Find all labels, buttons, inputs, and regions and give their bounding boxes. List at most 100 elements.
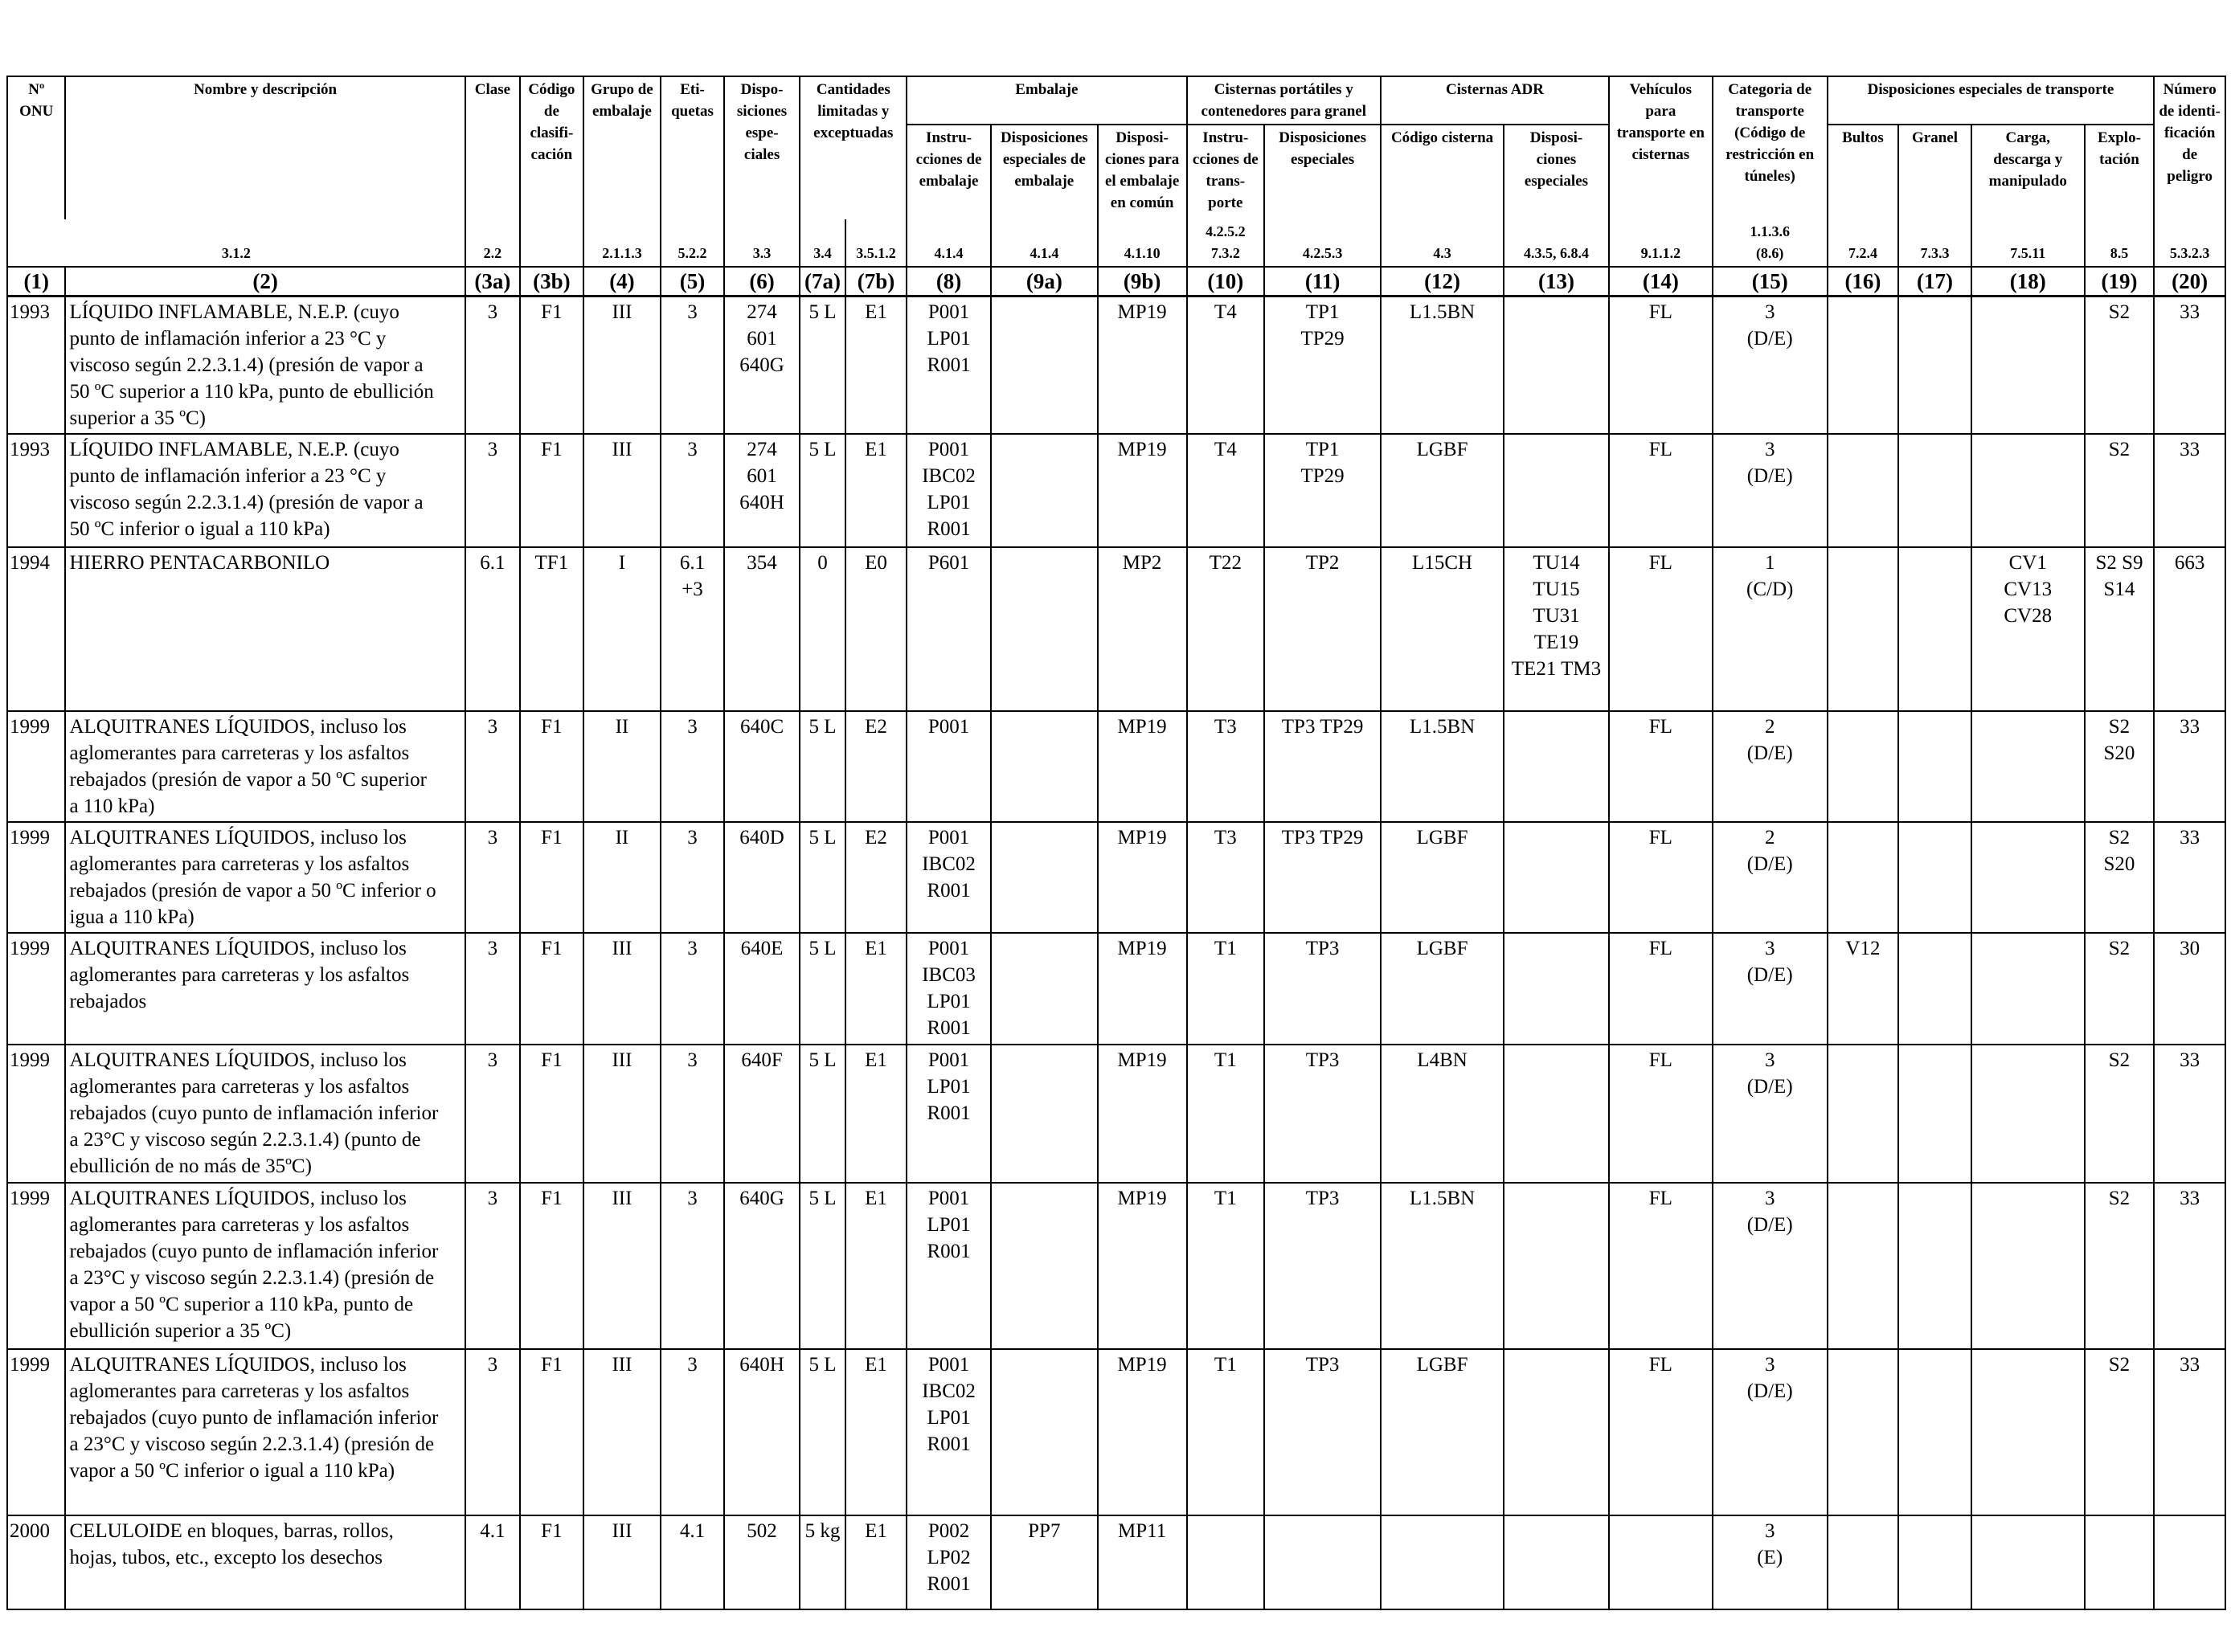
cell-vehiculos: FL <box>1607 821 1713 934</box>
cell-disp-adr <box>1503 821 1610 934</box>
cell-disp-cist: TP3 TP29 <box>1263 710 1382 823</box>
cell-emb-comun: MP19 <box>1096 1044 1188 1184</box>
cell-carga <box>1970 1182 2086 1350</box>
cell-cant-lim: 5 L <box>799 710 846 823</box>
header-etiquetas: Eti- quetas <box>660 76 725 219</box>
cell-peligro: 33 <box>2153 1348 2226 1516</box>
cell-bultos <box>1826 1044 1900 1184</box>
cell-granel <box>1897 295 1972 435</box>
cell-explot: S2 <box>2083 1348 2155 1516</box>
cell-name: LÍQUIDO INFLAMABLE, N.E.P. (cuyo punto d… <box>64 295 466 435</box>
cell-bultos <box>1826 710 1900 823</box>
cell-instr-emb: P001 LP01 R001 <box>906 295 992 435</box>
table-row: 2000 CELULOIDE en bloques, barras, rollos… <box>6 1515 2226 1610</box>
cell-cant-exc: E2 <box>844 821 908 934</box>
cell-disp-cist: TP3 TP29 <box>1263 821 1382 934</box>
cell-codigo: F1 <box>519 1044 584 1184</box>
reference-cell: 3.4 <box>799 219 846 268</box>
cell-instr-emb: P001 IBC02 LP01 R001 <box>906 1348 992 1516</box>
cell-onu: 1994 <box>6 546 67 712</box>
header-embalaje-comun: Disposi- ciones para el embalaje en comú… <box>1096 125 1188 219</box>
cell-grupo: II <box>582 710 662 823</box>
cell-instr-cist: T1 <box>1185 1044 1266 1184</box>
cell-disp-adr <box>1503 295 1610 435</box>
cell-disp-emb <box>989 932 1099 1045</box>
cell-emb-comun: MP19 <box>1096 710 1188 823</box>
reference-cell: 4.1.4 <box>989 219 1099 268</box>
reference-cell: 2.1.1.3 <box>582 219 662 268</box>
cell-vehiculos: FL <box>1607 1182 1713 1350</box>
cell-name: CELULOIDE en bloques, barras, rollos, ho… <box>64 1515 466 1610</box>
cell-granel <box>1897 1182 1972 1350</box>
column-number: (7b) <box>844 266 908 297</box>
cell-disp: 502 <box>723 1515 801 1610</box>
cell-cod-cist: L1.5BN <box>1380 1182 1505 1350</box>
cell-granel <box>1897 433 1972 548</box>
cell-codigo: F1 <box>519 295 584 435</box>
column-number: (2) <box>64 266 466 297</box>
cell-grupo: III <box>582 932 662 1045</box>
header-cisternas-portatiles: Cisternas portátiles y contenedores para… <box>1185 76 1382 125</box>
reference-cell: 4.1.4 <box>906 219 992 268</box>
reference-cell: 4.3 <box>1380 219 1505 268</box>
column-number: (3a) <box>464 266 522 297</box>
cell-instr-cist: T4 <box>1185 433 1266 548</box>
cell-vehiculos: FL <box>1607 932 1713 1045</box>
cell-disp: 640D <box>723 821 801 934</box>
header-carga: Carga, descarga y manipulado <box>1970 125 2086 219</box>
cell-cod-cist: LGBF <box>1380 932 1505 1045</box>
cell-vehiculos: FL <box>1607 1348 1713 1516</box>
cell-vehiculos: FL <box>1607 433 1713 548</box>
reference-cell: 5.2.2 <box>660 219 725 268</box>
cell-clase: 3 <box>464 932 522 1045</box>
cell-explot <box>2083 1515 2155 1610</box>
cell-clase: 3 <box>464 821 522 934</box>
cell-onu: 1999 <box>6 932 67 1045</box>
cell-instr-cist: T4 <box>1185 295 1266 435</box>
cell-codigo: F1 <box>519 821 584 934</box>
cell-codigo: F1 <box>519 932 584 1045</box>
cell-emb-comun: MP11 <box>1096 1515 1188 1610</box>
cell-cant-exc: E1 <box>844 295 908 435</box>
cell-cant-lim: 5 L <box>799 433 846 548</box>
cell-granel <box>1897 1044 1972 1184</box>
column-number: (11) <box>1263 266 1382 297</box>
cell-disp-adr <box>1503 1348 1610 1516</box>
cell-grupo: I <box>582 546 662 712</box>
cell-etiquetas: 3 <box>660 710 725 823</box>
cell-cod-cist: LGBF <box>1380 821 1505 934</box>
cell-cant-lim: 5 kg <box>799 1515 846 1610</box>
cell-disp-cist: TP3 <box>1263 1182 1382 1350</box>
cell-clase: 6.1 <box>464 546 522 712</box>
table-row: 1999 ALQUITRANES LÍQUIDOS, incluso los ag… <box>6 821 2226 934</box>
cell-carga <box>1970 932 2086 1045</box>
cell-explot: S2 <box>2083 1044 2155 1184</box>
reference-cell: 1.1.3.6 (8.6) <box>1711 219 1828 268</box>
cell-cant-exc: E0 <box>844 546 908 712</box>
cell-cant-lim: 5 L <box>799 932 846 1045</box>
cell-peligro: 663 <box>2153 546 2226 712</box>
cell-cant-exc: E1 <box>844 1044 908 1184</box>
column-number: (8) <box>906 266 992 297</box>
cell-disp-emb <box>989 295 1099 435</box>
cell-carga <box>1970 821 2086 934</box>
cell-categoria: 3 (D/E) <box>1711 295 1828 435</box>
cell-disp-adr: TU14 TU15 TU31 TE19 TE21 TM3 <box>1503 546 1610 712</box>
header-instr-embalaje: Instru- cciones de embalaje <box>906 125 992 219</box>
header-cisternas-adr: Cisternas ADR <box>1380 76 1610 125</box>
cell-explot: S2 S20 <box>2083 710 2155 823</box>
cell-granel <box>1897 1348 1972 1516</box>
column-number: (10) <box>1185 266 1266 297</box>
cell-disp-emb <box>989 1348 1099 1516</box>
cell-name: ALQUITRANES LÍQUIDOS, incluso los aglome… <box>64 710 466 823</box>
column-number: (18) <box>1970 266 2086 297</box>
cell-disp-adr <box>1503 1515 1610 1610</box>
table-row: 1999 ALQUITRANES LÍQUIDOS, incluso los ag… <box>6 932 2226 1045</box>
cell-etiquetas: 3 <box>660 932 725 1045</box>
cell-codigo: F1 <box>519 1515 584 1610</box>
cell-peligro: 33 <box>2153 710 2226 823</box>
cell-disp-cist: TP1 TP29 <box>1263 295 1382 435</box>
header-vehiculos: Vehículos para transporte en cisternas <box>1607 76 1713 219</box>
cell-disp: 640F <box>723 1044 801 1184</box>
column-number: (19) <box>2083 266 2155 297</box>
